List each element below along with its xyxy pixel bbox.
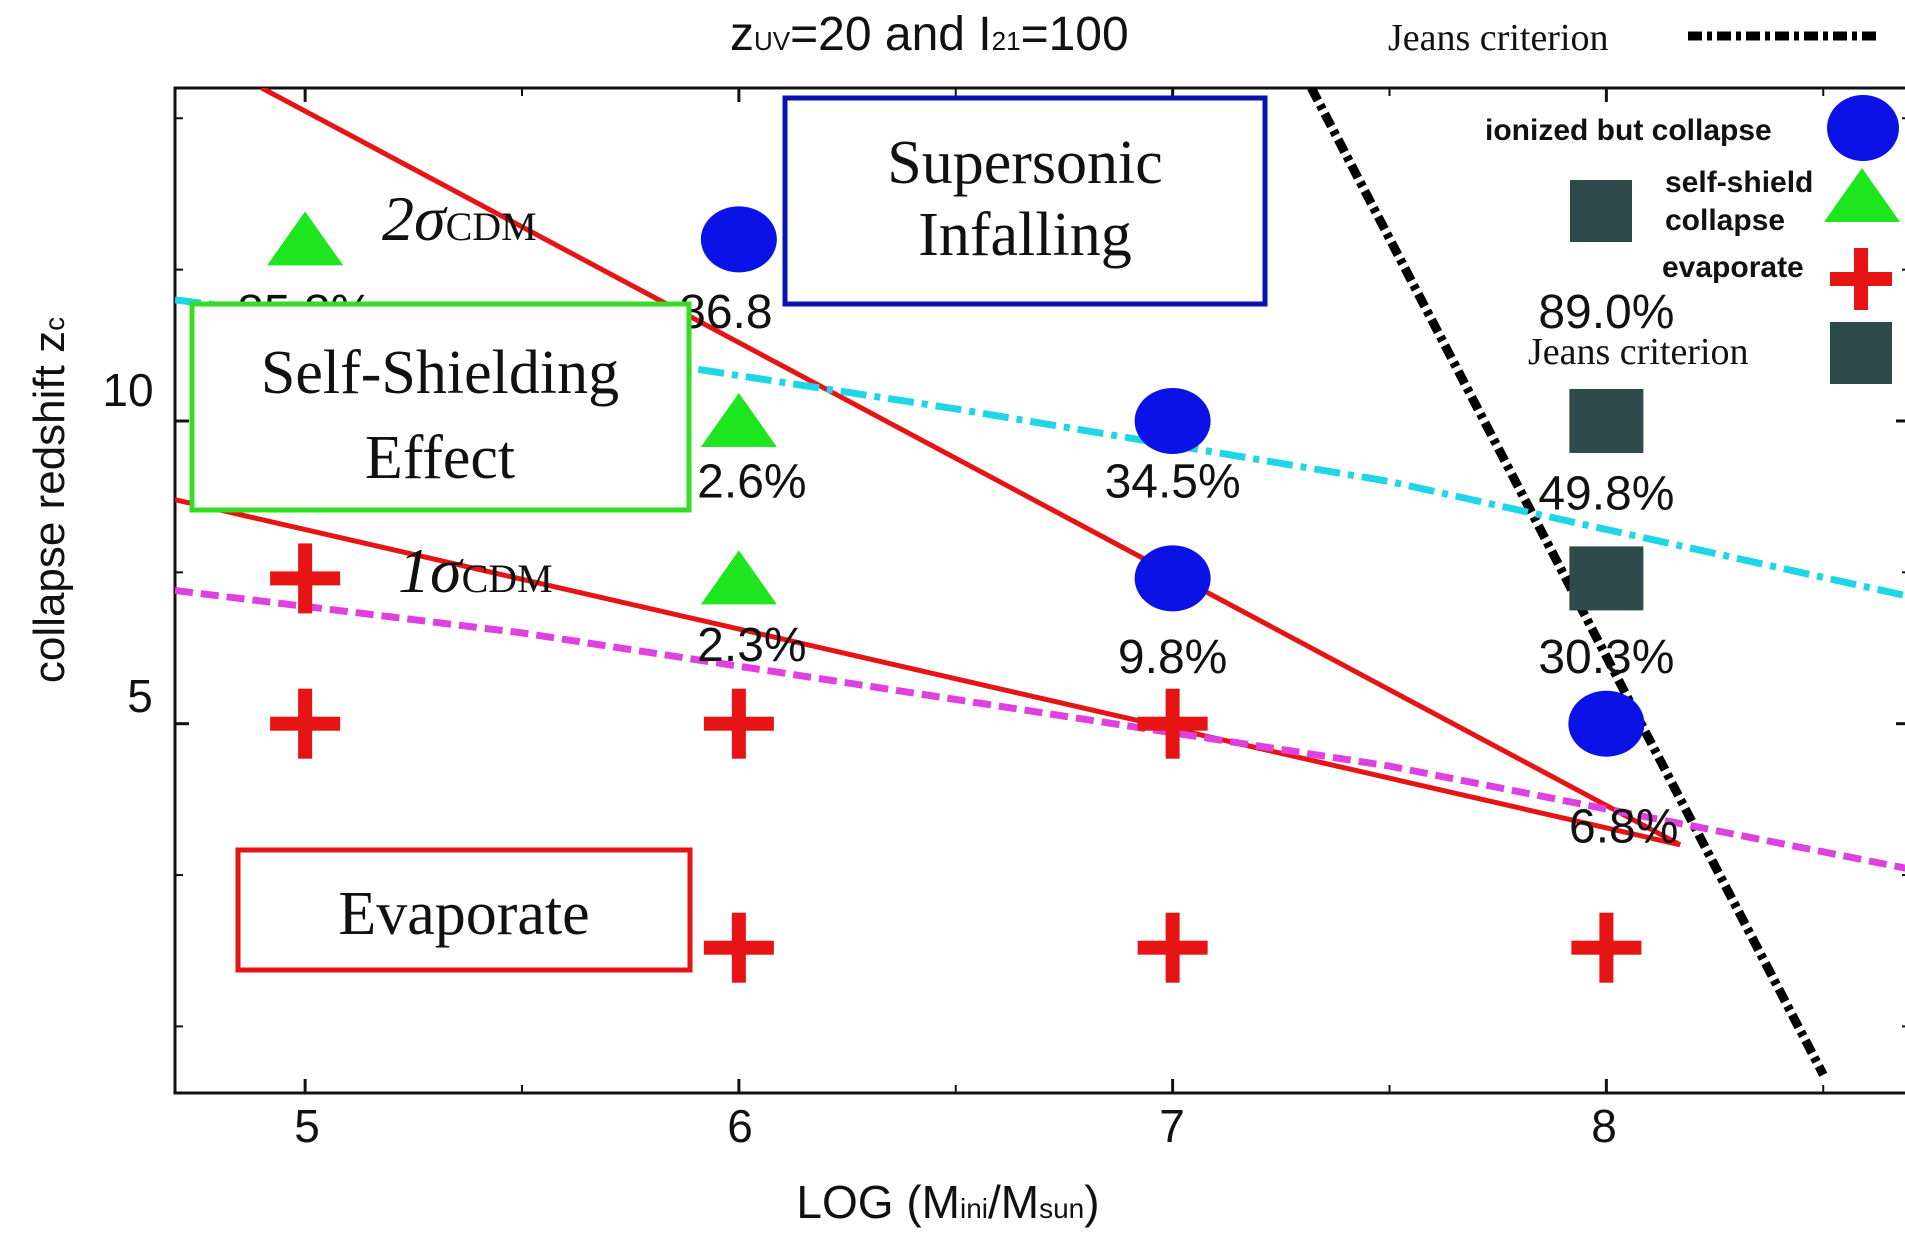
- series-line-magenta: [175, 587, 1905, 872]
- percent-label: 30.3%: [1538, 631, 1674, 684]
- sigma1-label: 1σCDM: [398, 535, 553, 606]
- percent-label: 34.5%: [1105, 456, 1241, 509]
- chart-title: zUV=20 and I21=100: [730, 8, 1129, 61]
- svg-text:Infalling: Infalling: [918, 201, 1132, 269]
- legend-jeans-label: Jeans criterion: [1528, 331, 1749, 373]
- legend-selfshield-marker: [1824, 168, 1900, 222]
- y-axis-label: collapse redshift zc: [25, 317, 74, 683]
- percent-label: 89.0%: [1538, 286, 1674, 339]
- point-ionized-collapse: [1134, 387, 1211, 454]
- legend-jeans-marker: [1830, 322, 1892, 384]
- series-line-cyan: [175, 296, 1905, 600]
- percent-label: 9.8%: [1118, 631, 1227, 684]
- point-evaporate: [1137, 688, 1208, 759]
- point-selfshield-collapse: [267, 211, 344, 266]
- marker-layer: [267, 206, 1645, 983]
- supersonic-infalling-box: Supersonic Infalling: [782, 95, 1268, 307]
- legend-evaporate-label: evaporate: [1662, 251, 1804, 284]
- legend-ionized-marker: [1827, 95, 1899, 161]
- percent-label: 2.3%: [697, 619, 806, 672]
- legend: ionized but collapse self-shield collaps…: [1485, 95, 1900, 384]
- legend-selfshield-label-1: self-shield: [1665, 166, 1813, 199]
- x-axis-label: LOG (Mini/Msun): [796, 1176, 1099, 1228]
- self-shielding-effect-box: Self-Shielding Effect: [189, 301, 692, 513]
- legend-jeans-square-upper: [1570, 180, 1632, 242]
- legend-selfshield-label-2: collapse: [1665, 204, 1785, 237]
- point-jeans-criterion: [1569, 388, 1644, 453]
- point-ionized-collapse: [1568, 690, 1645, 757]
- legend-evaporate-marker: [1830, 248, 1892, 310]
- point-selfshield-collapse: [700, 550, 777, 605]
- series-line-jeans-criterion: [1307, 88, 1828, 1077]
- x-tick-label: 7: [1159, 1100, 1185, 1152]
- svg-text:Self-Shielding: Self-Shielding: [261, 339, 619, 407]
- point-evaporate: [703, 912, 774, 983]
- percent-label: 2.6%: [697, 456, 806, 509]
- svg-text:Evaporate: Evaporate: [338, 880, 589, 948]
- series-line-1-cdm: [175, 497, 1681, 848]
- svg-text:Supersonic: Supersonic: [887, 129, 1163, 197]
- x-tick-label: 6: [727, 1100, 753, 1152]
- point-jeans-criterion: [1569, 546, 1644, 611]
- percent-label: 49.8%: [1538, 468, 1674, 521]
- percent-label: 86.8: [679, 286, 772, 339]
- svg-text:Effect: Effect: [365, 424, 515, 492]
- x-tick-label: 8: [1591, 1100, 1617, 1152]
- point-evaporate: [1137, 912, 1208, 983]
- y-tick-label: 10: [102, 364, 153, 416]
- point-evaporate: [1571, 912, 1642, 983]
- legend-ionized-label: ionized but collapse: [1485, 114, 1772, 147]
- evaporate-box: Evaporate: [235, 847, 693, 973]
- y-tick-label: 5: [127, 670, 153, 722]
- curve-layer: [175, 88, 1905, 1077]
- percent-label: 6.8%: [1569, 801, 1678, 854]
- tick-marks: [175, 88, 1905, 1093]
- point-selfshield-collapse: [700, 392, 777, 447]
- point-evaporate: [270, 543, 341, 614]
- point-evaporate: [270, 688, 341, 759]
- point-ionized-collapse: [1134, 545, 1211, 612]
- sigma2-label: 2σCDM: [382, 183, 537, 254]
- series-line-2-cdm: [260, 88, 1682, 848]
- legend-top-jeans-label: Jeans criterion: [1388, 17, 1609, 59]
- point-ionized-collapse: [700, 206, 777, 273]
- x-tick-label: 5: [294, 1100, 320, 1152]
- point-evaporate: [703, 688, 774, 759]
